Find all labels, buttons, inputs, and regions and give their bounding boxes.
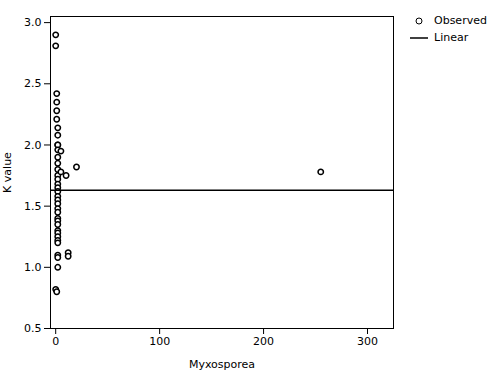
html-text:Linear: Linear: [434, 31, 469, 44]
svg-text:Myxosporea: Myxosporea: [189, 358, 255, 371]
svg-text:1.5: 1.5: [24, 200, 42, 213]
svg-text:2.0: 2.0: [24, 138, 42, 151]
svg-text:200: 200: [253, 335, 274, 348]
svg-text:300: 300: [357, 335, 378, 348]
svg-text:0.5: 0.5: [24, 322, 42, 335]
svg-text:1.0: 1.0: [24, 261, 42, 274]
svg-text:100: 100: [149, 335, 170, 348]
svg-text:K value: K value: [1, 152, 14, 193]
svg-text:2.5: 2.5: [24, 77, 42, 90]
html-text:Observed: Observed: [434, 14, 487, 27]
svg-text:3.0: 3.0: [24, 16, 42, 29]
svg-text:0: 0: [52, 335, 59, 348]
